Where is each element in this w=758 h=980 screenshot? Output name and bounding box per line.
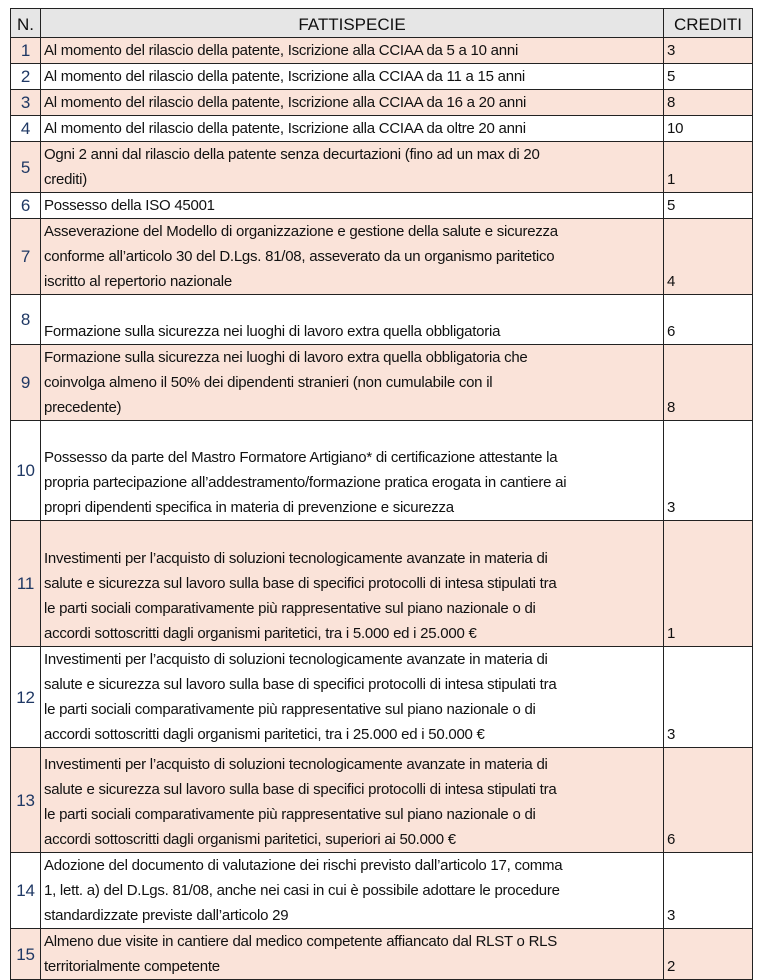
table-row: 13 Investimenti per l’acquisto di soluzio… [10, 747, 753, 853]
fattispecie-line: le parti sociali comparativamente più ra… [44, 600, 536, 617]
fattispecie-line: Adozione del documento di valutazione de… [44, 857, 563, 874]
row-fattispecie: Al momento del rilascio della patente, I… [40, 115, 664, 142]
table-row: 1 Al momento del rilascio della patente, … [10, 37, 753, 64]
fattispecie-line: accordi sottoscritti dagli organismi par… [44, 726, 485, 743]
row-number: 7 [10, 218, 41, 295]
row-fattispecie: Formazione sulla sicurezza nei luoghi di… [40, 294, 664, 345]
fattispecie-line: Al momento del rilascio della patente, I… [44, 68, 526, 85]
row-crediti: 8 [663, 344, 753, 421]
table-row: 11 Investimenti per l’acquisto di soluzio… [10, 520, 753, 647]
fattispecie-line: iscritto al repertorio nazionale [44, 273, 232, 290]
fattispecie-line: salute e sicurezza sul lavoro sulla base… [44, 781, 557, 798]
fattispecie-line: Investimenti per l’acquisto di soluzioni… [44, 651, 548, 668]
fattispecie-line: propria partecipazione all’addestramento… [44, 474, 567, 491]
fattispecie-line: 1, lett. a) del D.Lgs. 81/08, anche nei … [44, 882, 560, 899]
row-fattispecie: Possesso della ISO 45001 [40, 192, 664, 219]
row-fattispecie: Asseverazione del Modello di organizzazi… [40, 218, 664, 295]
header-crediti: CREDITI [663, 8, 753, 38]
row-number: 1 [10, 37, 41, 64]
row-crediti: 3 [663, 852, 753, 929]
table-row: 2 Al momento del rilascio della patente, … [10, 63, 753, 90]
table-row: 9 Formazione sulla sicurezza nei luoghi d… [10, 344, 753, 421]
row-fattispecie: Investimenti per l’acquisto di soluzioni… [40, 520, 664, 647]
row-fattispecie: Ogni 2 anni dal rilascio della patente s… [40, 141, 664, 193]
table-row: 4 Al momento del rilascio della patente, … [10, 115, 753, 142]
row-fattispecie: Possesso da parte del Mastro Formatore A… [40, 420, 664, 521]
fattispecie-line: Formazione sulla sicurezza nei luoghi di… [44, 349, 528, 366]
fattispecie-line: crediti) [44, 171, 88, 188]
fattispecie-line: territorialmente competente [44, 958, 220, 975]
fattispecie-line: conforme all’articolo 30 del D.Lgs. 81/0… [44, 248, 555, 265]
fattispecie-line: Ogni 2 anni dal rilascio della patente s… [44, 146, 540, 163]
row-number: 4 [10, 115, 41, 142]
table-row: 12 Investimenti per l’acquisto di soluzio… [10, 646, 753, 748]
row-crediti: 1 [663, 141, 753, 193]
row-fattispecie: Al momento del rilascio della patente, I… [40, 63, 664, 90]
credits-table: N. FATTISPECIE CREDITI 1 Al momento del r… [10, 8, 753, 980]
table-row: 6 Possesso della ISO 45001 5 [10, 192, 753, 219]
fattispecie-line: Al momento del rilascio della patente, I… [44, 42, 519, 59]
row-crediti: 6 [663, 294, 753, 345]
fattispecie-line: salute e sicurezza sul lavoro sulla base… [44, 676, 557, 693]
table-row: 8 Formazione sulla sicurezza nei luoghi d… [10, 294, 753, 345]
fattispecie-line: accordi sottoscritti dagli organismi par… [44, 831, 456, 848]
table-row: 10 Possesso da parte del Mastro Formatore… [10, 420, 753, 521]
row-number: 11 [10, 520, 41, 647]
fattispecie-line: Investimenti per l’acquisto di soluzioni… [44, 756, 548, 773]
row-number: 6 [10, 192, 41, 219]
row-number: 13 [10, 747, 41, 853]
fattispecie-line: propri dipendenti specifica in materia d… [44, 499, 454, 516]
row-number: 2 [10, 63, 41, 90]
header-fattispecie: FATTISPECIE [40, 8, 664, 38]
fattispecie-line: precedente) [44, 399, 122, 416]
row-crediti: 3 [663, 37, 753, 64]
row-number: 10 [10, 420, 41, 521]
row-crediti: 1 [663, 520, 753, 647]
table-row: 7 Asseverazione del Modello di organizzaz… [10, 218, 753, 295]
fattispecie-line: Possesso della ISO 45001 [44, 197, 215, 214]
fattispecie-line: accordi sottoscritti dagli organismi par… [44, 625, 477, 642]
row-crediti: 10 [663, 115, 753, 142]
row-number: 5 [10, 141, 41, 193]
row-number: 3 [10, 89, 41, 116]
row-number: 12 [10, 646, 41, 748]
fattispecie-line: Asseverazione del Modello di organizzazi… [44, 223, 558, 240]
row-crediti: 3 [663, 646, 753, 748]
row-number: 14 [10, 852, 41, 929]
header-row: N. FATTISPECIE CREDITI [10, 8, 753, 38]
fattispecie-line: Almeno due visite in cantiere dal medico… [44, 933, 558, 950]
row-fattispecie: Al momento del rilascio della patente, I… [40, 37, 664, 64]
row-crediti: 5 [663, 192, 753, 219]
table-row: 5 Ogni 2 anni dal rilascio della patente … [10, 141, 753, 193]
row-fattispecie: Investimenti per l’acquisto di soluzioni… [40, 646, 664, 748]
row-number: 8 [10, 294, 41, 345]
fattispecie-line: Al momento del rilascio della patente, I… [44, 94, 527, 111]
row-crediti: 2 [663, 928, 753, 980]
row-fattispecie: Formazione sulla sicurezza nei luoghi di… [40, 344, 664, 421]
row-crediti: 4 [663, 218, 753, 295]
table-row: 15 Almeno due visite in cantiere dal medi… [10, 928, 753, 980]
fattispecie-line: Formazione sulla sicurezza nei luoghi di… [44, 323, 501, 340]
row-fattispecie: Adozione del documento di valutazione de… [40, 852, 664, 929]
fattispecie-line: le parti sociali comparativamente più ra… [44, 701, 536, 718]
table-row: 14 Adozione del documento di valutazione … [10, 852, 753, 929]
header-n: N. [10, 8, 41, 38]
fattispecie-line: le parti sociali comparativamente più ra… [44, 806, 536, 823]
fattispecie-line: coinvolga almeno il 50% dei dipendenti s… [44, 374, 493, 391]
fattispecie-line: Possesso da parte del Mastro Formatore A… [44, 449, 558, 466]
fattispecie-line: standardizzate previste dall’articolo 29 [44, 907, 289, 924]
row-crediti: 6 [663, 747, 753, 853]
fattispecie-line: Al momento del rilascio della patente, I… [44, 120, 526, 137]
row-number: 15 [10, 928, 41, 980]
row-fattispecie: Al momento del rilascio della patente, I… [40, 89, 664, 116]
row-fattispecie: Investimenti per l’acquisto di soluzioni… [40, 747, 664, 853]
table-row: 3 Al momento del rilascio della patente, … [10, 89, 753, 116]
fattispecie-line: salute e sicurezza sul lavoro sulla base… [44, 575, 557, 592]
fattispecie-line: Investimenti per l’acquisto di soluzioni… [44, 550, 548, 567]
row-crediti: 5 [663, 63, 753, 90]
row-number: 9 [10, 344, 41, 421]
row-crediti: 3 [663, 420, 753, 521]
row-crediti: 8 [663, 89, 753, 116]
